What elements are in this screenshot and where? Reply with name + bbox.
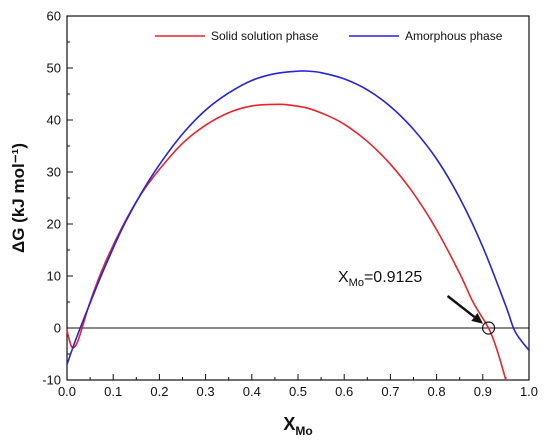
y-tick-label: 20 [47,217,61,232]
y-tick-label: 60 [47,9,61,24]
legend-label-amorphous: Amorphous phase [405,29,503,43]
x-axis-ticks: 0.0 0.1 0.2 0.3 0.4 0.5 0.6 0.7 0.8 0.9 1.0 [58,374,538,399]
y-axis-ticks: -10 0 10 20 30 40 50 60 [42,9,73,388]
annotation-arrow-head [471,312,484,324]
y-tick-label: 30 [47,165,61,180]
series-line-amorphous [66,70,530,366]
annotation-label: XMo=0.9125 [338,269,422,289]
series-line-solid-solution [66,103,507,381]
annotation-label-main: X [338,269,349,286]
x-tick-label: 0.3 [197,384,215,399]
x-tick-label: 0.5 [289,384,307,399]
annotation-label-value: =0.9125 [364,269,422,286]
x-axis-title-subscript: Mo [295,424,312,438]
x-tick-label: 0.0 [58,384,76,399]
legend: Solid solution phase Amorphous phase [155,29,503,43]
series-layer [66,70,530,381]
annotation-arrow-shaft [446,295,476,318]
y-tick-label: 50 [47,61,61,76]
annotation-label-subscript: Mo [349,277,364,289]
x-tick-label: 0.4 [243,384,261,399]
x-axis-title-main: X [283,414,295,434]
y-axis-title: ΔG (kJ mol⁻¹) [9,143,28,253]
x-tick-label: 0.7 [381,384,399,399]
svg-text:XMo: XMo [283,414,312,438]
x-tick-label: 1.0 [520,384,538,399]
intersection-marker [481,321,496,335]
y-tick-label: 10 [47,269,61,284]
x-tick-label: 0.1 [104,384,122,399]
legend-label-solid-solution: Solid solution phase [211,29,319,43]
y-tick-label: 40 [47,113,61,128]
annotation-layer: XMo=0.9125 [338,269,496,335]
x-tick-label: 0.2 [150,384,168,399]
x-tick-label: 0.9 [474,384,492,399]
x-axis-title: XMo [283,414,312,438]
x-tick-label: 0.6 [335,384,353,399]
x-tick-label: 0.8 [428,384,446,399]
y-tick-label: -10 [42,373,61,388]
plot-area: 0.0 0.1 0.2 0.3 0.4 0.5 0.6 0.7 0.8 0.9 1.0 -10 0 10… [42,9,538,400]
y-tick-label: 0 [54,321,61,336]
